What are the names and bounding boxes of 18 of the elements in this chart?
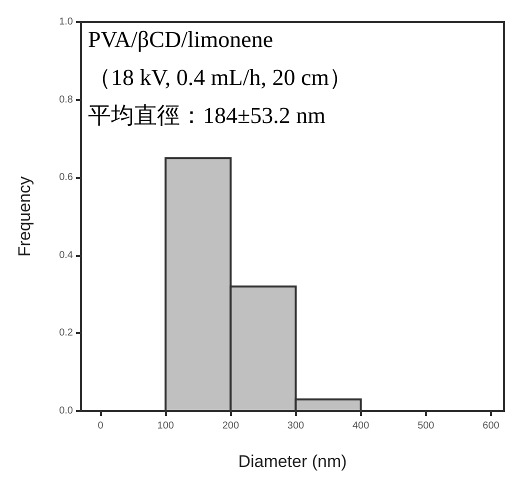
x-tick-label: 200 (222, 420, 240, 432)
x-tick-label: 500 (418, 420, 435, 432)
y-axis-title: Frequency (15, 176, 34, 257)
y-tick-label: 1.0 (59, 16, 74, 28)
y-tick-label: 0.4 (59, 250, 74, 261)
y-tick-label: 0.2 (59, 328, 74, 339)
x-tick-label: 600 (482, 420, 500, 432)
annotation: PVA/βCD/limonene (88, 27, 274, 52)
y-tick-label: 0.0 (59, 406, 74, 416)
x-tick-label: 0 (98, 420, 104, 432)
y-tick-label: 0.8 (59, 94, 74, 106)
annotation: 平均直徑：184±53.2 nm (88, 103, 326, 128)
x-tick-label: 300 (287, 420, 305, 432)
y-tick-label: 0.6 (59, 172, 74, 184)
annotation: （18 kV, 0.4 mL/h, 20 cm） (88, 65, 352, 90)
x-tick-label: 100 (157, 420, 174, 432)
x-axis-title: Diameter (nm) (238, 452, 347, 471)
x-tick-label: 400 (352, 420, 370, 432)
